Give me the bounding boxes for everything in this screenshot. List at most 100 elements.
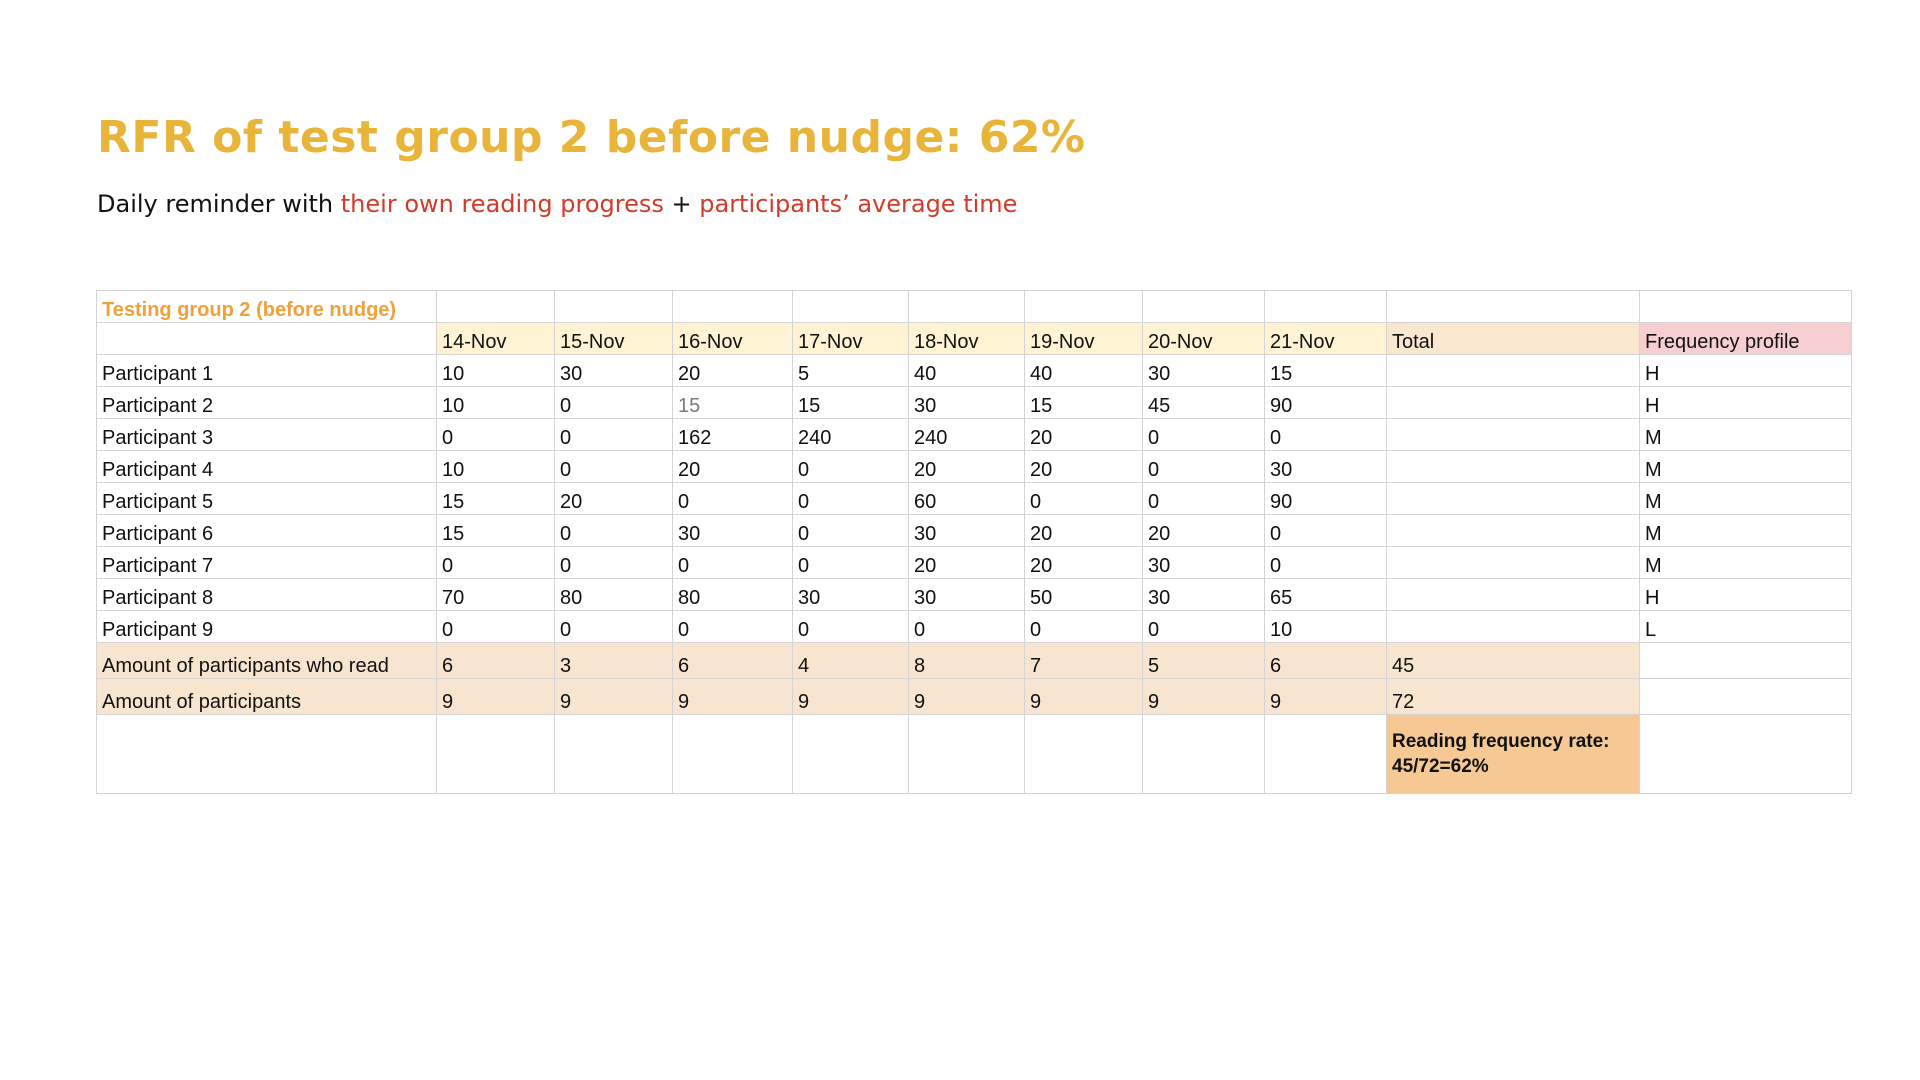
minutes-cell[interactable]: 0 (792, 450, 909, 483)
frequency-profile-cell[interactable]: H (1639, 354, 1852, 387)
minutes-cell[interactable]: 20 (1142, 514, 1265, 547)
summary-value-cell[interactable]: 4 (792, 642, 909, 679)
empty-cell[interactable] (436, 290, 555, 323)
empty-cell[interactable] (1639, 290, 1852, 323)
minutes-cell[interactable]: 90 (1264, 386, 1387, 419)
frequency-profile-cell[interactable]: M (1639, 450, 1852, 483)
empty-cell[interactable] (792, 290, 909, 323)
minutes-cell[interactable]: 10 (436, 386, 555, 419)
summary-value-cell[interactable]: 6 (436, 642, 555, 679)
minutes-cell[interactable]: 65 (1264, 578, 1387, 611)
minutes-cell[interactable]: 30 (1142, 578, 1265, 611)
participant-name-cell[interactable]: Participant 5 (96, 482, 437, 515)
frequency-profile-cell[interactable]: H (1639, 386, 1852, 419)
date-header-cell[interactable]: 16-Nov (672, 322, 793, 355)
minutes-cell[interactable]: 0 (1024, 482, 1143, 515)
minutes-cell[interactable]: 0 (1142, 482, 1265, 515)
date-header-cell[interactable]: 21-Nov (1264, 322, 1387, 355)
empty-cell[interactable] (1024, 290, 1143, 323)
minutes-cell[interactable]: 40 (1024, 354, 1143, 387)
empty-cell[interactable] (1639, 714, 1852, 794)
empty-cell[interactable] (1386, 290, 1640, 323)
minutes-cell[interactable]: 20 (908, 450, 1025, 483)
minutes-cell[interactable]: 0 (792, 482, 909, 515)
minutes-cell[interactable]: 30 (1264, 450, 1387, 483)
participant-name-cell[interactable]: Participant 3 (96, 418, 437, 451)
minutes-cell[interactable]: 80 (554, 578, 673, 611)
minutes-cell[interactable]: 0 (672, 482, 793, 515)
minutes-cell[interactable]: 15 (1264, 354, 1387, 387)
minutes-cell[interactable]: 90 (1264, 482, 1387, 515)
minutes-cell[interactable]: 0 (554, 514, 673, 547)
frequency-profile-cell[interactable]: M (1639, 482, 1852, 515)
empty-cell[interactable] (96, 714, 437, 794)
minutes-cell[interactable]: 20 (908, 546, 1025, 579)
date-header-cell[interactable]: 19-Nov (1024, 322, 1143, 355)
empty-cell[interactable] (96, 322, 437, 355)
minutes-cell[interactable]: 30 (908, 386, 1025, 419)
participant-name-cell[interactable]: Participant 8 (96, 578, 437, 611)
minutes-cell[interactable]: 0 (1264, 546, 1387, 579)
summary-value-cell[interactable]: 9 (1264, 678, 1387, 715)
minutes-cell[interactable]: 0 (1264, 418, 1387, 451)
minutes-cell[interactable]: 30 (1142, 354, 1265, 387)
frequency-profile-cell[interactable]: M (1639, 546, 1852, 579)
summary-value-cell[interactable]: 9 (672, 678, 793, 715)
total-cell[interactable] (1386, 450, 1640, 483)
minutes-cell[interactable]: 0 (436, 546, 555, 579)
minutes-cell[interactable]: 30 (1142, 546, 1265, 579)
empty-cell[interactable] (1142, 290, 1265, 323)
total-cell[interactable] (1386, 418, 1640, 451)
date-header-cell[interactable]: 18-Nov (908, 322, 1025, 355)
minutes-cell[interactable]: 50 (1024, 578, 1143, 611)
summary-value-cell[interactable]: 9 (1142, 678, 1265, 715)
summary-value-cell[interactable]: 3 (554, 642, 673, 679)
empty-cell[interactable] (554, 714, 673, 794)
sheet-title-cell[interactable]: Testing group 2 (before nudge) (96, 290, 437, 323)
summary-value-cell[interactable]: 9 (792, 678, 909, 715)
minutes-cell[interactable]: 0 (554, 546, 673, 579)
minutes-cell[interactable]: 0 (1142, 418, 1265, 451)
empty-cell[interactable] (792, 714, 909, 794)
empty-cell[interactable] (1639, 678, 1852, 715)
minutes-cell[interactable]: 20 (672, 354, 793, 387)
empty-cell[interactable] (1264, 290, 1387, 323)
minutes-cell[interactable]: 20 (1024, 546, 1143, 579)
minutes-cell[interactable]: 20 (1024, 514, 1143, 547)
minutes-cell[interactable]: 240 (908, 418, 1025, 451)
participant-name-cell[interactable]: Participant 4 (96, 450, 437, 483)
summary-value-cell[interactable]: 5 (1142, 642, 1265, 679)
minutes-cell[interactable]: 30 (554, 354, 673, 387)
empty-cell[interactable] (908, 714, 1025, 794)
minutes-cell[interactable]: 0 (672, 610, 793, 643)
total-cell[interactable] (1386, 578, 1640, 611)
total-cell[interactable] (1386, 546, 1640, 579)
summary-value-cell[interactable]: 9 (554, 678, 673, 715)
date-header-cell[interactable]: 14-Nov (436, 322, 555, 355)
minutes-cell[interactable]: 0 (792, 610, 909, 643)
empty-cell[interactable] (1142, 714, 1265, 794)
minutes-cell[interactable]: 30 (672, 514, 793, 547)
minutes-cell[interactable]: 60 (908, 482, 1025, 515)
empty-cell[interactable] (672, 714, 793, 794)
total-cell[interactable] (1386, 610, 1640, 643)
minutes-cell[interactable]: 20 (672, 450, 793, 483)
summary-label-cell[interactable]: Amount of participants who read (96, 642, 437, 679)
minutes-cell[interactable]: 0 (554, 450, 673, 483)
minutes-cell[interactable]: 80 (672, 578, 793, 611)
minutes-cell[interactable]: 30 (908, 514, 1025, 547)
total-cell[interactable] (1386, 482, 1640, 515)
minutes-cell[interactable]: 0 (1264, 514, 1387, 547)
participant-name-cell[interactable]: Participant 6 (96, 514, 437, 547)
minutes-cell[interactable]: 0 (792, 514, 909, 547)
summary-value-cell[interactable]: 9 (1024, 678, 1143, 715)
minutes-cell[interactable]: 40 (908, 354, 1025, 387)
summary-value-cell[interactable]: 6 (672, 642, 793, 679)
empty-cell[interactable] (1024, 714, 1143, 794)
minutes-cell[interactable]: 0 (792, 546, 909, 579)
summary-value-cell[interactable]: 7 (1024, 642, 1143, 679)
date-header-cell[interactable]: 17-Nov (792, 322, 909, 355)
minutes-cell[interactable]: 15 (436, 514, 555, 547)
summary-value-cell[interactable]: 9 (908, 678, 1025, 715)
summary-label-cell[interactable]: Amount of participants (96, 678, 437, 715)
